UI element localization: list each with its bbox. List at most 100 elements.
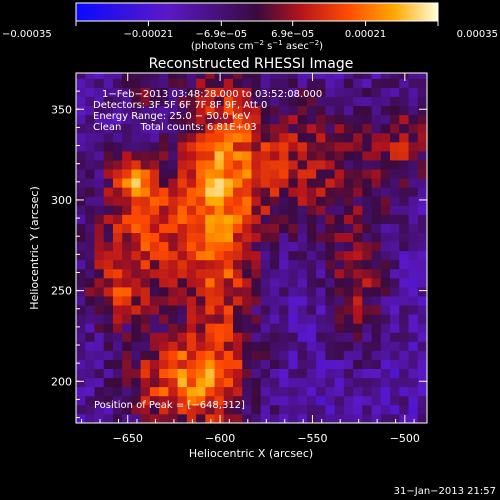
heatmap-cell (131, 323, 142, 333)
heatmap-cell (316, 78, 326, 88)
heatmap-cell (177, 250, 188, 261)
heatmap-cell (223, 413, 234, 424)
heatmap-cell (122, 96, 132, 107)
heatmap-cell (159, 268, 169, 279)
heatmap-cell (168, 277, 179, 288)
heatmap-cell (149, 132, 160, 143)
heatmap-cell (186, 259, 197, 270)
heatmap-cell (380, 241, 391, 252)
heatmap-cell (417, 259, 428, 270)
heatmap-cell (334, 314, 345, 324)
heatmap-cell (260, 377, 271, 388)
heatmap-cell (94, 323, 105, 333)
colorbar-tick-label: 6.9e−05 (271, 29, 314, 40)
heatmap-cell (343, 341, 354, 351)
heatmap-cell (233, 259, 243, 270)
heatmap-cell (85, 368, 95, 379)
heatmap-cell (196, 404, 206, 415)
heatmap-cell (76, 395, 86, 406)
heatmap-cell (316, 386, 326, 397)
heatmap-cell (85, 386, 95, 397)
heatmap-cell (390, 277, 400, 288)
heatmap-cell (417, 160, 428, 170)
heatmap-cell (186, 223, 197, 233)
heatmap-cell (76, 205, 86, 215)
heatmap-cell (149, 277, 160, 288)
heatmap-cell (214, 232, 225, 243)
heatmap-cell (233, 377, 243, 388)
heatmap-cell (390, 314, 400, 324)
heatmap-cell (168, 404, 179, 415)
heatmap-cell (112, 250, 123, 261)
heatmap-cell (177, 73, 188, 79)
heatmap-cell (380, 73, 391, 79)
heatmap-cell (399, 377, 409, 388)
heatmap-cell (94, 187, 105, 197)
heatmap-cell (269, 196, 280, 206)
heatmap-cell (149, 250, 160, 261)
heatmap-cell (149, 160, 160, 170)
heatmap-cell (76, 87, 86, 97)
heatmap-cell (288, 395, 299, 406)
heatmap-cell (279, 404, 289, 415)
heatmap-cell (242, 214, 252, 224)
heatmap-cell (159, 96, 169, 107)
heatmap-cell (390, 223, 400, 233)
heatmap-cell (233, 160, 243, 170)
heatmap-cell (325, 268, 336, 279)
heatmap-cell (149, 305, 160, 315)
heatmap-cell (269, 169, 280, 179)
heatmap-cell (380, 96, 391, 107)
heatmap-cell (297, 223, 308, 233)
heatmap-cell (353, 223, 363, 233)
heatmap-cell (390, 141, 400, 152)
heatmap-cell (159, 78, 169, 88)
heatmap-cell (316, 96, 326, 107)
heatmap-cell (85, 123, 95, 134)
heatmap-cell (233, 232, 243, 243)
heatmap-cell (334, 196, 345, 206)
heatmap-cell (316, 178, 326, 188)
heatmap-cell (371, 359, 382, 369)
heatmap-cell (223, 259, 234, 270)
heatmap-cell (122, 350, 132, 360)
heatmap-cell (168, 241, 179, 252)
heatmap-cell (279, 268, 289, 279)
heatmap-cell (371, 286, 382, 297)
heatmap-cell (316, 232, 326, 243)
heatmap-cell (279, 377, 289, 388)
heatmap-cell (103, 196, 114, 206)
heatmap-cell (177, 350, 188, 360)
heatmap-cell (316, 296, 326, 306)
heatmap-cell (362, 96, 372, 107)
heatmap-cell (214, 386, 225, 397)
heatmap-cell (334, 114, 345, 125)
heatmap-cell (325, 368, 336, 379)
heatmap-cell (112, 232, 123, 243)
heatmap-cell (122, 377, 132, 388)
heatmap-cell (103, 386, 114, 397)
heatmap-cell (260, 368, 271, 379)
heatmap-cell (233, 250, 243, 261)
heatmap-cell (76, 196, 86, 206)
heatmap-cell (177, 286, 188, 297)
heatmap-cell (103, 132, 114, 143)
heatmap-cell (297, 187, 308, 197)
heatmap-cell (251, 314, 262, 324)
heatmap-cell (251, 214, 262, 224)
heatmap-cell (140, 350, 151, 360)
heatmap-cell (233, 73, 243, 79)
heatmap-cell (343, 78, 354, 88)
heatmap-cell (371, 160, 382, 170)
heatmap-cell (362, 132, 372, 143)
heatmap-cell (140, 96, 151, 107)
heatmap-cell (279, 123, 289, 134)
heatmap-cell (279, 332, 289, 342)
heatmap-cell (159, 350, 169, 360)
heatmap-cell (408, 205, 419, 215)
heatmap-cell (297, 359, 308, 369)
heatmap-cell (334, 286, 345, 297)
heatmap-cell (186, 78, 197, 88)
heatmap-cell (103, 241, 114, 252)
heatmap-cell (297, 350, 308, 360)
